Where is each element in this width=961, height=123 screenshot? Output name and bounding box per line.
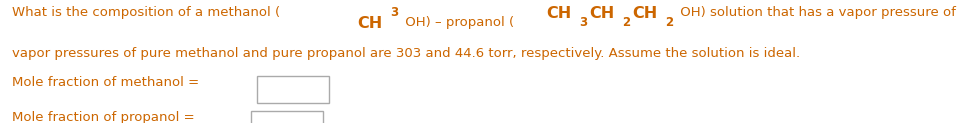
Text: vapor pressures of pure methanol and pure propanol are 303 and 44.6 torr, respec: vapor pressures of pure methanol and pur… <box>12 47 799 60</box>
Text: 2: 2 <box>622 16 629 29</box>
Text: OH) solution that has a vapor pressure of 115 torr at 40°C? At 40°C, the: OH) solution that has a vapor pressure o… <box>675 6 961 19</box>
Text: CH: CH <box>589 6 614 21</box>
Text: 2: 2 <box>665 16 673 29</box>
Text: 3: 3 <box>390 6 398 19</box>
Text: What is the composition of a methanol (: What is the composition of a methanol ( <box>12 6 280 19</box>
Text: OH) – propanol (: OH) – propanol ( <box>400 16 513 29</box>
FancyBboxPatch shape <box>257 76 329 103</box>
Text: 3: 3 <box>579 16 586 29</box>
Text: CH: CH <box>632 6 657 21</box>
Text: CH: CH <box>546 6 571 21</box>
Text: Mole fraction of propanol =: Mole fraction of propanol = <box>12 111 194 123</box>
Text: CH: CH <box>357 16 382 31</box>
FancyBboxPatch shape <box>251 111 323 123</box>
Text: Mole fraction of methanol =: Mole fraction of methanol = <box>12 76 199 89</box>
